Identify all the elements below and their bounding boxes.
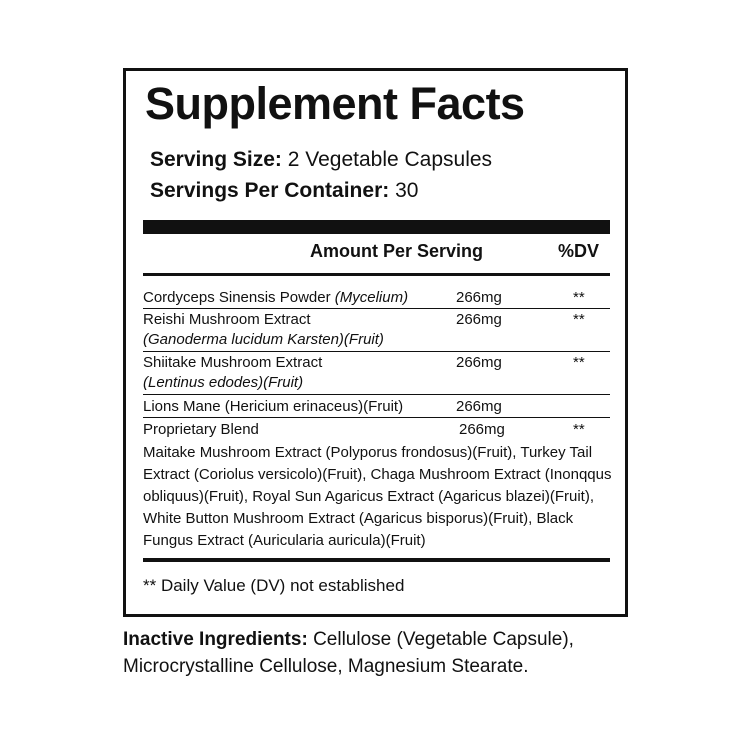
ingredient-row: Cordyceps Sinensis Powder (Mycelium) 266… (143, 288, 610, 309)
value: 30 (395, 179, 419, 202)
label: Servings Per Container: (150, 179, 390, 202)
ingredient-row: Proprietary Blend 266mg ** (143, 420, 610, 440)
inactive-ingredients: Inactive Ingredients: Cellulose (Vegetab… (123, 626, 643, 680)
amount-header: Amount Per Serving (310, 241, 484, 261)
facts-box (123, 68, 628, 617)
amount: 266mg (456, 398, 502, 415)
detail: (Lentinus edodes)(Fruit) (143, 374, 304, 391)
serving-size: Serving Size: 2 Vegetable Capsules (150, 148, 492, 172)
value: Cellulose (Vegetable Capsule), Microcrys… (123, 629, 574, 677)
name: Shiitake Mushroom Extract (143, 354, 323, 371)
ingredient-row: Shiitake Mushroom Extract (Lentinus edode… (143, 353, 610, 395)
thick-rule (143, 220, 610, 234)
dv: ** (573, 311, 585, 328)
dv-header: %DV (558, 241, 600, 261)
amount: 266mg (456, 354, 502, 371)
label: Inactive Ingredients: (123, 629, 308, 650)
dv: ** (573, 289, 585, 306)
servings-per-container: Servings Per Container: 30 (150, 179, 418, 203)
amount: 266mg (456, 311, 502, 328)
detail: (Ganoderma lucidum Karsten)(Fruit) (143, 331, 384, 348)
ingredient-row: Lions Mane (Hericium erinaceus)(Fruit) 2… (143, 397, 610, 418)
name: Cordyceps Sinensis Powder (143, 289, 331, 306)
title: Supplement Facts (145, 78, 525, 129)
ingredient-row: Reishi Mushroom Extract (Ganoderma lucidu… (143, 310, 610, 352)
blend-text: Maitake Mushroom Extract (Polyporus fron… (143, 444, 612, 549)
name: Lions Mane (Hericium erinaceus)(Fruit) (143, 398, 404, 415)
amount: 266mg (456, 289, 502, 306)
rule (143, 558, 610, 562)
rule (143, 273, 610, 276)
value: 2 Vegetable Capsules (287, 148, 493, 171)
label: Serving Size: (150, 148, 282, 171)
detail: (Mycelium) (334, 289, 409, 306)
dv: ** (573, 421, 585, 438)
footnote: ** Daily Value (DV) not established (143, 576, 405, 595)
dv: ** (573, 354, 585, 371)
amount: 266mg (459, 421, 505, 438)
name: Proprietary Blend (143, 421, 259, 438)
name: Reishi Mushroom Extract (143, 311, 311, 328)
